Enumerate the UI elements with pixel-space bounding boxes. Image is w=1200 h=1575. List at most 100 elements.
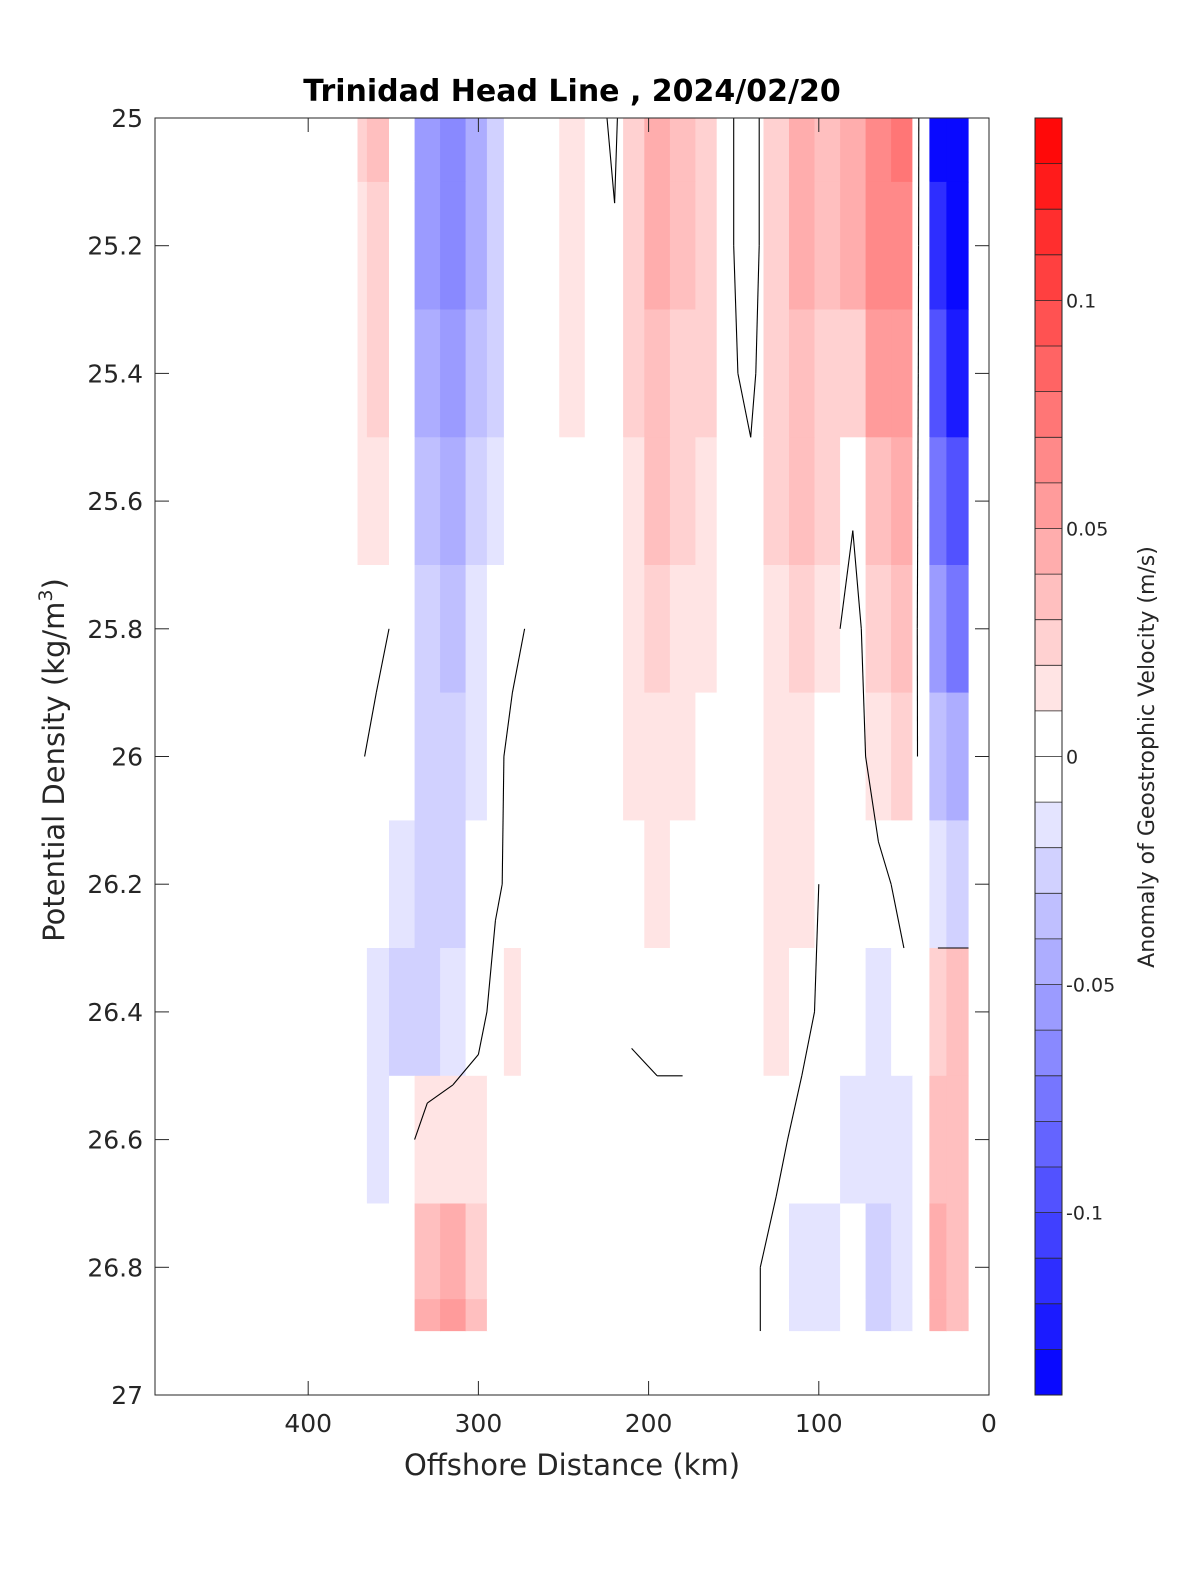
- heatmap-cell: [465, 820, 488, 949]
- heatmap-cell: [716, 118, 739, 183]
- heatmap-cell: [961, 309, 969, 438]
- heatmap-cell: [486, 1299, 505, 1332]
- heatmap-cell: [366, 948, 390, 1077]
- colorbar-swatch: [1035, 1167, 1062, 1214]
- heatmap-cell: [414, 118, 441, 183]
- heatmap-cell: [520, 820, 539, 949]
- contour-segment: [750, 373, 757, 438]
- heatmap-cell: [946, 1299, 963, 1332]
- heatmap-cell: [814, 1203, 841, 1300]
- y-tick-label: 25.6: [87, 487, 143, 516]
- contour-segment: [916, 501, 919, 629]
- heatmap-cell: [606, 437, 624, 566]
- heatmap-cell: [486, 820, 505, 949]
- x-tick-label: 400: [284, 1409, 332, 1438]
- heatmap-cell: [737, 437, 764, 566]
- heatmap-cell: [559, 692, 586, 821]
- heatmap-cell: [814, 1299, 841, 1332]
- heatmap-cell: [695, 692, 718, 821]
- zero-contour-lines: [364, 118, 969, 1332]
- heatmap-cell: [357, 1075, 368, 1205]
- heatmap-cell: [440, 948, 467, 1077]
- heatmap-cell: [503, 309, 522, 438]
- heatmap-cell: [814, 565, 841, 694]
- heatmap-cell: [891, 118, 913, 183]
- heatmap-cell: [559, 820, 586, 949]
- heatmap-cell: [865, 1299, 892, 1332]
- heatmap-cell: [520, 1203, 539, 1300]
- heatmap-cell: [520, 437, 539, 566]
- heatmap-cell: [840, 692, 867, 821]
- contour-segment: [813, 884, 820, 1012]
- heatmap-cell: [357, 820, 368, 949]
- contour-segment: [426, 1084, 454, 1104]
- heatmap-cell: [695, 118, 718, 183]
- heatmap-cell: [559, 309, 586, 438]
- heatmap-cell: [623, 820, 645, 949]
- y-tick-label: 25: [111, 104, 143, 133]
- y-tick-label: 25.8: [87, 615, 143, 644]
- heatmap-cell: [559, 1299, 586, 1332]
- heatmap-cell: [389, 565, 416, 694]
- heatmap-cell: [414, 692, 441, 821]
- heatmap-cell: [912, 692, 930, 821]
- heatmap-cell: [912, 565, 930, 694]
- heatmap-cell: [440, 1299, 467, 1332]
- colorbar-frame: [1034, 117, 1063, 1396]
- heatmap-cell: [559, 181, 586, 311]
- colorbar-swatch: [1035, 665, 1062, 712]
- heatmap-cell: [538, 1075, 560, 1205]
- heatmap-cell: [695, 1299, 718, 1332]
- heatmap-cell: [389, 948, 416, 1077]
- y-tick-label: 26.2: [87, 870, 143, 899]
- heatmap-cell: [606, 565, 624, 694]
- contour-segment: [775, 1139, 789, 1197]
- heatmap-cell: [623, 181, 645, 311]
- heatmap-cell: [366, 820, 390, 949]
- y-tick-label: 26.8: [87, 1253, 143, 1282]
- heatmap-cell: [737, 692, 764, 821]
- heatmap-cell: [584, 948, 607, 1077]
- heatmap-cell: [584, 437, 607, 566]
- heatmap-cell: [669, 820, 696, 949]
- heatmap-cell: [366, 692, 390, 821]
- contour-segment: [414, 1102, 428, 1140]
- y-tick-label: 26.6: [87, 1126, 143, 1155]
- colorbar-tick-label: 0.1: [1066, 290, 1096, 312]
- heatmap-cell: [584, 309, 607, 438]
- heatmap-cell: [763, 1075, 790, 1205]
- y-tick-label: 26: [111, 743, 143, 772]
- heatmap-cell: [737, 948, 764, 1077]
- heatmap-cell: [486, 181, 505, 311]
- colorbar-swatch: [1035, 391, 1062, 438]
- heatmap-cell: [912, 437, 930, 566]
- heatmap-cell: [465, 1075, 488, 1205]
- heatmap-cell: [891, 692, 913, 821]
- contour-segment: [606, 118, 616, 204]
- heatmap-cell: [865, 437, 892, 566]
- heatmap-cell: [503, 948, 522, 1077]
- heatmap-cell: [538, 1203, 560, 1300]
- heatmap-cell: [865, 692, 892, 821]
- heatmap-cell: [440, 437, 467, 566]
- contour-segment: [375, 628, 390, 693]
- heatmap-cell: [465, 565, 488, 694]
- heatmap-cell: [389, 309, 416, 438]
- heatmap-cell: [669, 181, 696, 311]
- heatmap-cell: [366, 565, 390, 694]
- heatmap-cell: [669, 309, 696, 438]
- heatmap-cell: [465, 437, 488, 566]
- heatmap-cell: [389, 1075, 416, 1205]
- heatmap-cell: [503, 820, 522, 949]
- contour-segment: [787, 1075, 803, 1140]
- heatmap-cell: [644, 181, 671, 311]
- heatmap-cell: [929, 1299, 947, 1332]
- colorbar-swatch: [1035, 984, 1062, 1031]
- heatmap-cell: [789, 309, 816, 438]
- heatmap-cell: [414, 181, 441, 311]
- contour-segment: [511, 628, 526, 693]
- heatmap-cell: [946, 565, 963, 694]
- heatmap-cell: [840, 181, 867, 311]
- contour-segment: [631, 1048, 658, 1077]
- heatmap-cell: [763, 820, 790, 949]
